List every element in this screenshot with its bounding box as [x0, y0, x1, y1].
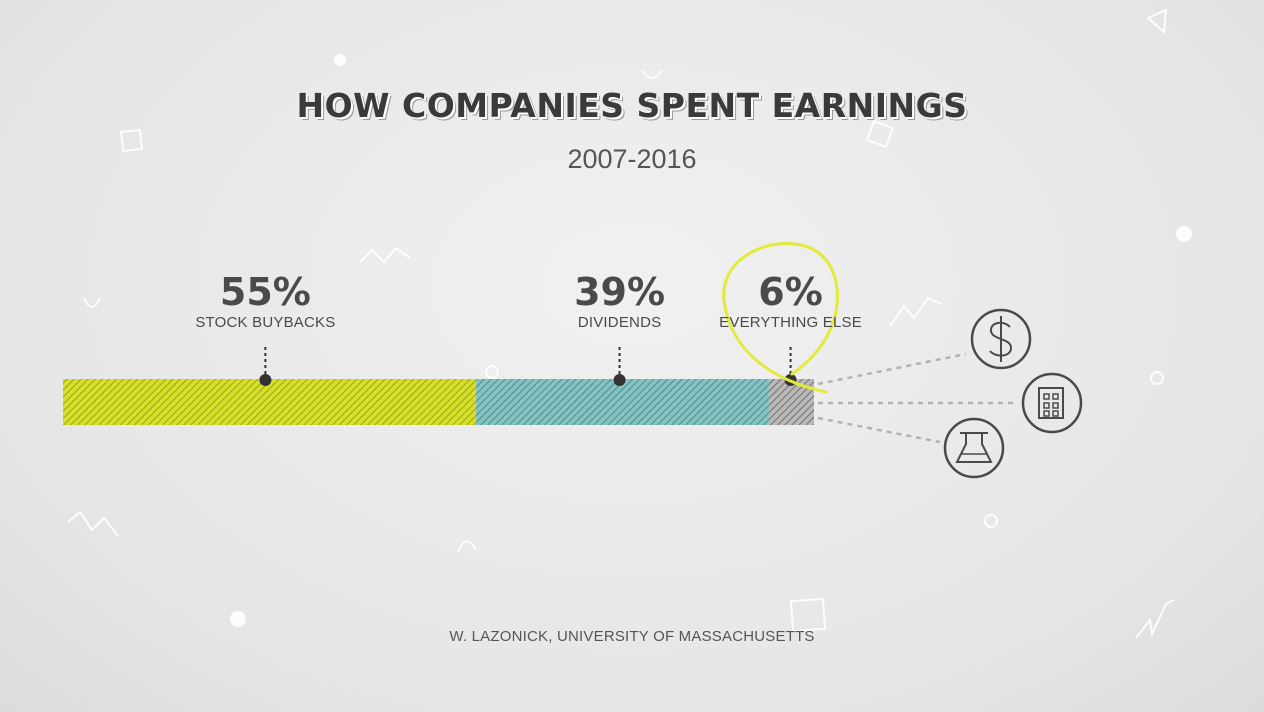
dot-doodle [230, 611, 246, 627]
flask-icon [943, 417, 1005, 479]
marker-dot [259, 374, 272, 386]
category-label: EVERYTHING ELSE [719, 314, 862, 331]
dollar-icon [970, 308, 1032, 370]
value-label: 39% [574, 270, 666, 314]
square-doodle [865, 119, 895, 149]
connector-line [817, 352, 967, 386]
bar-segment-dividends [476, 379, 769, 425]
chart-subtitle: 2007-2016 [567, 144, 697, 174]
ring-doodle [984, 514, 998, 528]
ring-doodle [485, 365, 499, 379]
breakdown-connectors [817, 352, 1018, 444]
ring-doodle [1150, 371, 1164, 385]
dot-doodle [1176, 226, 1192, 242]
stacked-bar [63, 379, 814, 425]
dot-doodle [334, 54, 346, 66]
square-doodle [120, 128, 144, 152]
zigzag-doodle [1135, 599, 1175, 639]
chart-title: HOW COMPANIES SPENT EARNINGS [296, 86, 968, 125]
cup-doodle [641, 69, 663, 79]
zigzag-doodle [359, 246, 411, 264]
background-doodles [67, 8, 1192, 639]
marker-dot [613, 374, 626, 386]
segment-markers [259, 347, 797, 386]
value-label: 6% [758, 270, 823, 314]
bar-segment-stock-buybacks [63, 379, 477, 425]
building-icon [1021, 372, 1083, 434]
connector-line [817, 416, 941, 444]
zigzag-doodle [67, 510, 119, 537]
zigzag-doodle [889, 296, 943, 327]
highlight-circle [722, 242, 839, 394]
square-doodle [789, 597, 827, 633]
category-label: DIVIDENDS [577, 314, 662, 331]
cup-doodle [83, 297, 101, 308]
arch-doodle [457, 540, 477, 553]
source-credit: W. LAZONICK, UNIVERSITY OF MASSACHUSETTS [449, 628, 815, 645]
value-label: 55% [219, 270, 311, 314]
triangle-doodle [1146, 8, 1168, 35]
category-label: STOCK BUYBACKS [195, 314, 336, 331]
